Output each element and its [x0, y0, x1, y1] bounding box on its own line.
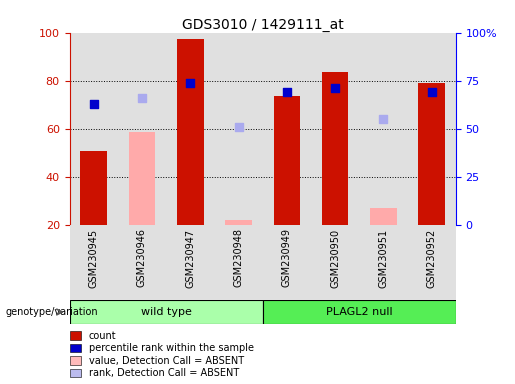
Bar [311, 33, 359, 225]
Text: count: count [89, 331, 116, 341]
FancyBboxPatch shape [70, 300, 263, 324]
Bar [70, 356, 81, 364]
Bar [214, 33, 263, 225]
Text: GSM230952: GSM230952 [426, 228, 437, 288]
Point [283, 89, 291, 95]
Bar [70, 369, 81, 377]
Bar [407, 225, 456, 301]
Text: GSM230950: GSM230950 [330, 228, 340, 288]
Bar [263, 225, 311, 301]
FancyBboxPatch shape [263, 300, 456, 324]
Bar [407, 33, 456, 225]
Title: GDS3010 / 1429111_at: GDS3010 / 1429111_at [182, 18, 344, 31]
Bar [70, 331, 81, 339]
Bar [322, 72, 348, 225]
Bar [70, 225, 118, 301]
Bar [70, 344, 81, 352]
Text: GSM230949: GSM230949 [282, 228, 292, 288]
Text: GSM230947: GSM230947 [185, 228, 195, 288]
Bar [418, 83, 445, 225]
Bar [129, 132, 155, 225]
Text: rank, Detection Call = ABSENT: rank, Detection Call = ABSENT [89, 368, 239, 378]
Text: genotype/variation: genotype/variation [5, 307, 98, 317]
Bar [273, 96, 300, 225]
Bar [70, 33, 118, 225]
Bar [359, 225, 407, 301]
Bar [370, 208, 397, 225]
Bar [225, 220, 252, 225]
Point [427, 89, 436, 95]
Text: PLAGL2 null: PLAGL2 null [326, 307, 392, 317]
Text: wild type: wild type [141, 307, 192, 317]
Point [186, 79, 194, 86]
Point [90, 101, 98, 107]
Bar [118, 225, 166, 301]
Point [234, 124, 243, 130]
Text: GSM230946: GSM230946 [137, 228, 147, 288]
Text: GSM230945: GSM230945 [89, 228, 99, 288]
Bar [359, 33, 407, 225]
Text: GSM230948: GSM230948 [233, 228, 244, 288]
Bar [166, 33, 214, 225]
Point [331, 85, 339, 91]
Bar [118, 33, 166, 225]
Text: GSM230951: GSM230951 [379, 228, 388, 288]
Bar [166, 225, 214, 301]
Point [138, 95, 146, 101]
Point [379, 116, 387, 122]
Bar [311, 225, 359, 301]
Bar [177, 39, 203, 225]
Text: percentile rank within the sample: percentile rank within the sample [89, 343, 254, 353]
Text: value, Detection Call = ABSENT: value, Detection Call = ABSENT [89, 356, 244, 366]
Bar [263, 33, 311, 225]
Bar [80, 151, 107, 225]
Bar [214, 225, 263, 301]
